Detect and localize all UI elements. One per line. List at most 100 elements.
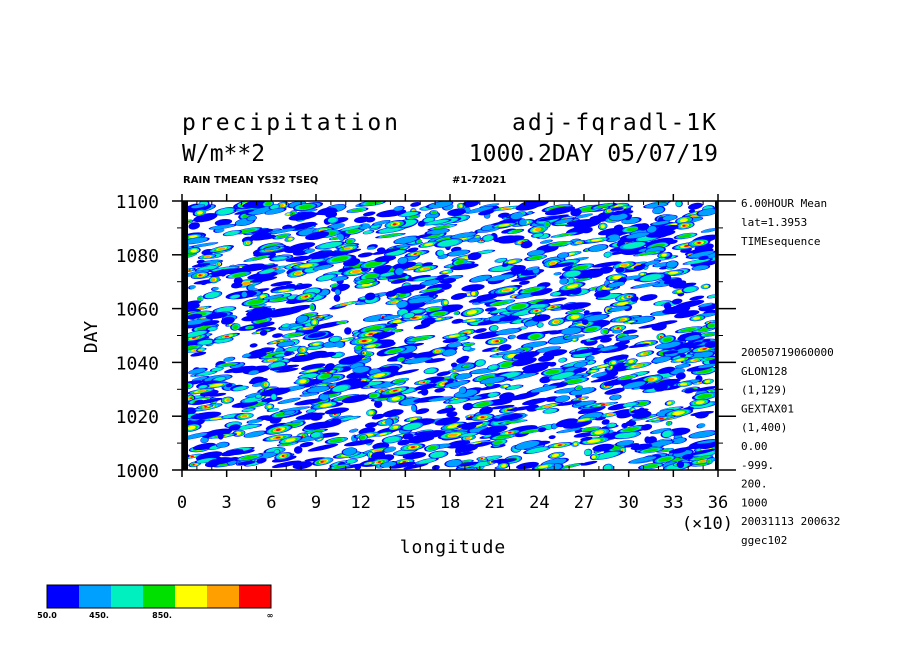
precip-cell [556,232,575,237]
precip-cell [650,221,675,228]
precip-cell [586,356,595,361]
precip-cell [446,439,471,449]
precip-cell [276,234,288,239]
x-tick-label: 24 [529,493,549,513]
precip-cell [382,409,404,418]
side-info-line: 6.00HOUR Mean [741,197,827,210]
precip-cell [544,408,557,413]
precip-cell [477,250,493,254]
precip-cell [201,428,233,439]
precip-cell [479,406,493,415]
precip-cell [508,334,517,339]
precip-cell [495,340,499,343]
precip-cell [305,369,319,373]
precip-cell [558,358,566,363]
side-info-line: 1000 [741,496,768,509]
side-info-line: 0.00 [741,440,768,453]
y-tick-label: 1040 [116,353,159,374]
precip-cell [609,305,630,312]
colorbar-label: 850. [152,611,172,620]
precip-cell [403,462,429,470]
precip-cell [688,202,703,210]
precip-cell [490,325,498,331]
precip-cell [386,250,405,256]
colorbar-swatch [175,585,207,608]
precip-cell [497,212,510,218]
precip-cell [587,438,601,443]
colorbar-swatch [47,585,79,608]
precip-cell [616,327,620,330]
precip-cell [530,299,545,304]
precip-cell [270,281,293,287]
precip-cell [185,345,198,350]
precip-cell [198,265,217,271]
precip-cell [675,364,690,368]
y-axis-label: DAY [81,321,102,354]
colorbar: 50.0 450. 850. ∞ [37,584,273,620]
precip-cell [418,458,437,464]
precip-cell [508,391,540,401]
subtitle-right: #1-72021 [452,175,506,186]
precip-cell [192,442,216,451]
side-info-line: GEXTAX01 [741,402,794,415]
precip-cell [480,239,483,242]
x-tick-label: 36 [708,493,728,513]
precip-cell [292,461,313,470]
precip-cell [463,346,470,351]
precip-cell [633,364,643,368]
y-tick-label: 1060 [116,300,159,321]
precip-cell [225,230,239,236]
precip-cell [522,341,547,348]
precip-cell [527,250,545,256]
precip-cell [195,451,223,461]
precip-cell [537,346,560,353]
side-info-line: -999. [741,459,774,472]
precip-cell [414,430,434,436]
precip-cell [209,392,227,397]
precip-cell [188,220,191,223]
precip-cell [239,228,256,234]
precip-cell [364,422,378,428]
precip-cell [573,442,578,446]
precip-cell [550,261,556,265]
precip-cell [368,410,374,415]
colorbar-swatch [239,585,271,608]
precip-cell [216,307,234,313]
precip-cell [300,363,326,371]
x-tick-label: 33 [663,493,683,513]
precip-cell [426,228,449,235]
precip-cell [564,378,583,384]
x-tick-label: 9 [311,493,321,513]
precip-cell [370,224,380,229]
precip-cell [329,438,343,443]
precip-cell [237,449,255,455]
precip-cell [200,437,209,443]
run-info-label: 1000.2DAY 05/07/19 [469,141,718,167]
subtitle-left: RAIN TMEAN YS32 TSEQ [183,175,318,186]
precip-cell [319,393,329,401]
precip-cell [192,376,208,381]
precip-cell [304,457,326,462]
precip-cell [188,222,200,230]
side-info-line: TIMEsequence [741,235,820,248]
precip-cell [689,295,705,301]
precip-cell [500,361,515,368]
precip-cell [193,213,218,223]
x-tick-label: 15 [395,493,415,513]
precip-cell [603,354,629,363]
x-tick-label: 21 [484,493,504,513]
precip-cell [671,437,686,444]
precip-cell [600,224,605,229]
precip-cell [462,402,474,411]
precip-cell [478,375,494,381]
precip-cell [537,322,543,327]
precip-cell [211,367,222,372]
precip-cell [250,228,274,234]
precip-cell [378,227,401,233]
precip-cell [237,424,258,430]
precip-cell [233,277,243,285]
y-tick-label: 1000 [116,461,159,482]
precip-cell [191,263,211,268]
